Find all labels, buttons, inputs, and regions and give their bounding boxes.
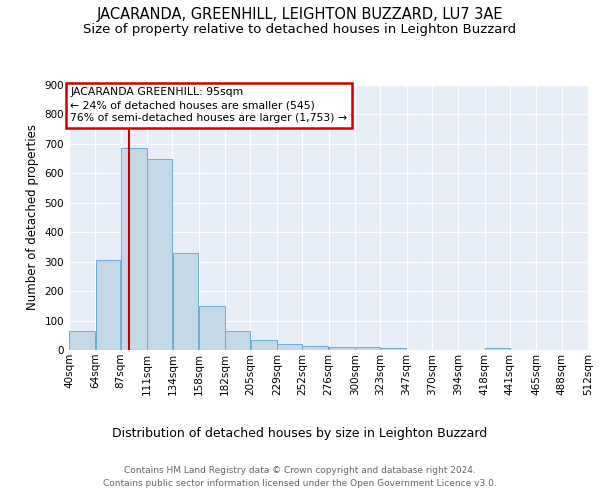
Bar <box>173 253 199 350</box>
Bar <box>69 332 95 350</box>
Bar <box>329 347 355 350</box>
Bar <box>302 346 328 350</box>
Bar <box>95 260 121 350</box>
Text: Contains public sector information licensed under the Open Government Licence v3: Contains public sector information licen… <box>103 479 497 488</box>
Bar <box>148 159 172 350</box>
Text: JACARANDA GREENHILL: 95sqm
← 24% of detached houses are smaller (545)
76% of sem: JACARANDA GREENHILL: 95sqm ← 24% of deta… <box>70 87 347 124</box>
Bar <box>277 344 302 350</box>
Bar <box>380 348 406 350</box>
Bar <box>226 332 250 350</box>
Text: Size of property relative to detached houses in Leighton Buzzard: Size of property relative to detached ho… <box>83 22 517 36</box>
Bar <box>355 347 380 350</box>
Bar <box>121 148 147 350</box>
Bar <box>251 340 277 350</box>
Bar <box>485 348 509 350</box>
Text: JACARANDA, GREENHILL, LEIGHTON BUZZARD, LU7 3AE: JACARANDA, GREENHILL, LEIGHTON BUZZARD, … <box>97 8 503 22</box>
Text: Distribution of detached houses by size in Leighton Buzzard: Distribution of detached houses by size … <box>112 428 488 440</box>
Bar <box>199 306 225 350</box>
Y-axis label: Number of detached properties: Number of detached properties <box>26 124 39 310</box>
Text: Contains HM Land Registry data © Crown copyright and database right 2024.: Contains HM Land Registry data © Crown c… <box>124 466 476 475</box>
